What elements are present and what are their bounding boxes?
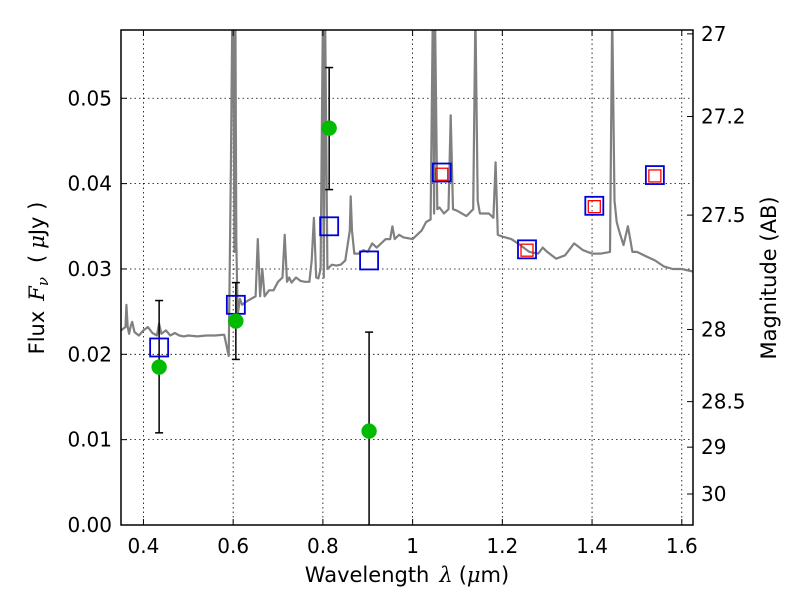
spectrum-line (121, 30, 693, 358)
y-axis-label-unit-rest: Jy ) (25, 202, 49, 238)
mag-tick-label: 30 (701, 482, 726, 506)
y-axis-label-unit-symbol: μ (25, 235, 49, 249)
mag-tick-label: 28.5 (701, 390, 746, 414)
y-axis-label-subscript: ν (34, 277, 52, 286)
y-axis-label-unit-open: ( (25, 255, 49, 263)
grid (121, 30, 693, 526)
y-axis-label-symbol: F (25, 285, 49, 302)
x-tick-label: 1.2 (486, 534, 518, 558)
mag-tick-label: 27 (701, 22, 726, 46)
observed-nir-square (648, 169, 662, 183)
model-square (517, 239, 537, 260)
x-tick-label: 0.4 (128, 534, 160, 558)
plot-area (121, 30, 693, 525)
y-axis-label-text: Flux (25, 311, 49, 355)
y-tick-label: 0.02 (67, 342, 112, 366)
axis-ticks: 0.4 0.6 0.8 1 1.2 1.4 1.6 0.00 0.01 0.02 0.03 0.04 0… (67, 22, 745, 558)
y-tick-label: 0.05 (67, 86, 112, 110)
observed-point (321, 120, 337, 136)
plot-frame (120, 29, 694, 526)
y-tick-label: 0.03 (67, 257, 112, 281)
mag-tick-label: 29 (701, 435, 726, 459)
x-tick-label: 0.8 (307, 534, 339, 558)
model-square (359, 250, 379, 271)
x-axis-label-unit-open: ( (459, 563, 467, 587)
x-tick-label: 1.4 (576, 534, 608, 558)
observed-point (361, 423, 377, 439)
x-axis-label-unit-rest: m) (481, 563, 510, 587)
observed-point (151, 359, 167, 375)
model-square (431, 162, 452, 183)
x-axis-label-unit-symbol: μ (467, 563, 481, 587)
x-axis-label-text: Wavelength (305, 563, 430, 587)
mag-tick-label: 28 (701, 317, 726, 341)
model-square (584, 195, 605, 216)
x-tick-label: 1.6 (666, 534, 698, 558)
model-square (644, 165, 665, 185)
y-axis-label: Flux Fν ( μJy ) (25, 202, 52, 355)
mag-tick-label: 27.2 (701, 104, 746, 128)
observed-nir-square (520, 243, 534, 257)
y-tick-label: 0.01 (67, 428, 112, 452)
y-tick-label: 0.04 (67, 172, 112, 196)
model-square (149, 337, 170, 358)
y-tick-label: 0.00 (67, 513, 112, 537)
x-tick-label: 1 (406, 534, 419, 558)
observed-nir-square (587, 200, 601, 214)
observed-nir-square (435, 167, 449, 181)
observed-point (228, 313, 244, 329)
x-tick-label: 0.6 (217, 534, 249, 558)
mag-tick-label: 27.5 (701, 203, 746, 227)
x-axis-label-symbol: λ (438, 563, 452, 587)
x-axis-label: Wavelength λ (μm) (305, 563, 509, 587)
model-square (319, 216, 340, 237)
right-axis-label: Magnitude (AB) (757, 196, 781, 359)
